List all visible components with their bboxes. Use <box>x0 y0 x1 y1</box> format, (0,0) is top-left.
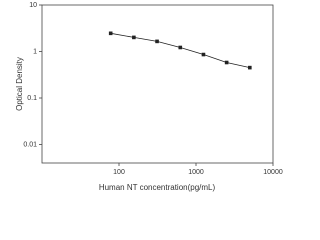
data-point <box>132 35 136 40</box>
data-point <box>178 45 183 50</box>
data-point <box>155 39 159 44</box>
x-tick-label: 1000 <box>188 169 204 176</box>
x-axis-label: Human NT concentration(pg/mL) <box>99 183 216 192</box>
y-tick-label: 0.01 <box>23 141 37 148</box>
y-tick-label: 10 <box>29 2 37 9</box>
x-tick-label: 10000 <box>263 169 283 176</box>
page: {"chart_data": {"type": "scatter", "x_la… <box>15 1 283 193</box>
x-tick-label: 100 <box>113 169 125 176</box>
data-point <box>248 65 252 70</box>
y-axis-label: Optical Density <box>15 57 24 111</box>
chart: Human NT concentration(pg/mL) Optical De… <box>15 2 283 192</box>
fit-curve <box>110 32 250 69</box>
plot-frame <box>41 4 274 164</box>
data-point <box>108 31 113 36</box>
y-tick-label: 1 <box>33 48 37 55</box>
y-tick-label: 0.1 <box>27 95 37 102</box>
data-point <box>224 60 229 65</box>
data-point <box>201 52 206 57</box>
